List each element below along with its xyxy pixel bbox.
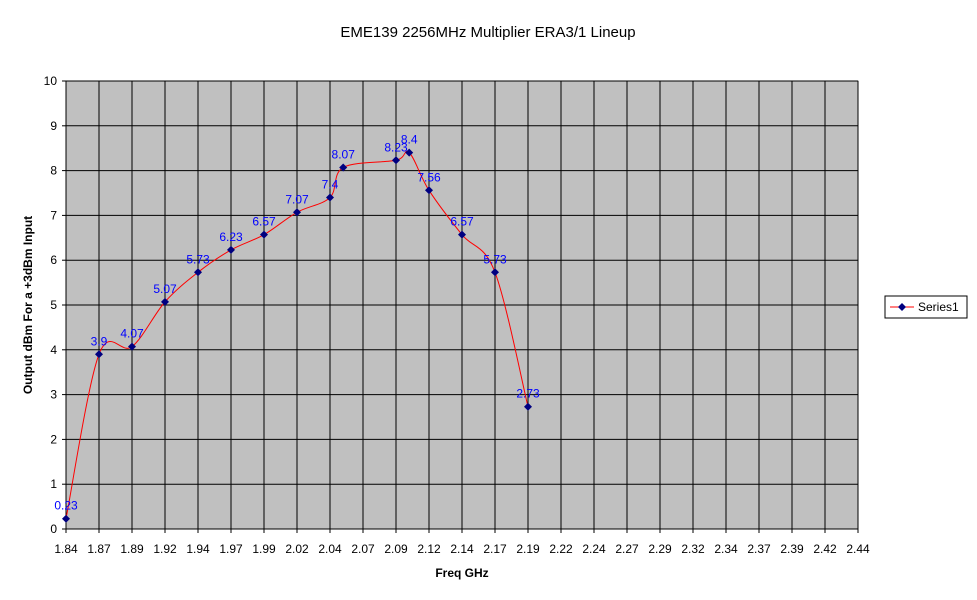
x-tick-label: 2.29 [648, 542, 672, 556]
y-tick-label: 5 [50, 298, 57, 312]
y-tick-label: 8 [50, 164, 57, 178]
x-axis-ticks: 1.84 1.87 1.89 1.92 1.94 1.97 1.99 2.02 2.04 2.07… [54, 528, 870, 556]
x-tick-label: 2.07 [351, 542, 375, 556]
x-tick-label: 2.44 [846, 542, 870, 556]
y-axis-title: Output dBm For a +3dBm Input [21, 216, 35, 394]
data-label: 7.07 [285, 192, 309, 206]
data-label: 6.23 [219, 230, 243, 244]
data-markers [62, 148, 532, 523]
y-tick-label: 6 [50, 253, 57, 267]
data-point [425, 186, 433, 195]
x-tick-label: 2.09 [384, 542, 408, 556]
x-tick-label: 2.04 [318, 542, 342, 556]
data-point [194, 268, 202, 277]
y-tick-label: 7 [50, 208, 57, 222]
data-point [524, 402, 532, 411]
x-axis-title: Freq GHz [435, 566, 488, 580]
data-point [392, 156, 400, 165]
x-tick-label: 1.97 [219, 542, 243, 556]
data-label: 5.73 [483, 252, 507, 266]
y-tick-label: 10 [44, 74, 58, 88]
x-tick-label: 2.32 [681, 542, 705, 556]
x-tick-label: 2.17 [483, 542, 507, 556]
y-tick-label: 2 [50, 432, 57, 446]
x-tick-label: 2.27 [615, 542, 639, 556]
x-tick-label: 2.02 [285, 542, 309, 556]
y-tick-label: 9 [50, 119, 57, 133]
x-tick-label: 1.99 [252, 542, 276, 556]
legend-box [884, 295, 968, 319]
x-tick-label: 1.89 [120, 542, 144, 556]
data-point [128, 342, 136, 351]
x-tick-label: 2.12 [417, 542, 441, 556]
data-point [161, 297, 169, 306]
x-tick-label: 1.87 [87, 542, 111, 556]
data-point [326, 193, 334, 202]
chart-title: EME139 2256MHz Multiplier ERA3/1 Lineup [340, 24, 635, 41]
data-point [95, 350, 103, 359]
data-point [260, 230, 268, 239]
data-label: 8.07 [332, 147, 356, 161]
data-label: 2.73 [516, 387, 540, 401]
y-tick-label: 0 [50, 522, 57, 536]
data-point [458, 230, 466, 239]
data-labels: 0.23 3.9 4.07 5.07 5.73 6.23 6.57 7.07 7.4 8.07 8.… [54, 133, 540, 513]
data-label: 4.07 [120, 327, 144, 341]
data-label: 5.07 [153, 282, 177, 296]
data-label: 7.4 [322, 177, 339, 191]
x-tick-label: 2.24 [582, 542, 606, 556]
x-tick-label: 1.92 [153, 542, 177, 556]
data-label: 6.57 [450, 215, 474, 229]
data-point [405, 148, 414, 157]
data-point [491, 268, 499, 277]
x-tick-label: 2.19 [516, 542, 540, 556]
data-label: 8.4 [401, 133, 418, 147]
x-tick-label: 1.84 [54, 542, 78, 556]
x-tick-label: 1.94 [186, 542, 210, 556]
data-point [227, 245, 235, 254]
legend-marker-swatch [898, 303, 906, 311]
data-point [293, 208, 301, 217]
legend-label: Series1 [918, 300, 959, 314]
x-tick-label: 2.37 [747, 542, 771, 556]
legend: Series1 [884, 295, 968, 319]
y-tick-label: 1 [50, 477, 57, 491]
x-tick-label: 2.22 [549, 542, 573, 556]
x-tick-label: 2.34 [714, 542, 738, 556]
y-axis-ticks: 0 1 2 3 4 5 6 7 8 9 10 [44, 74, 67, 536]
data-label: 7.56 [417, 170, 441, 184]
y-tick-label: 4 [50, 343, 57, 357]
data-point [62, 514, 70, 523]
x-tick-label: 2.14 [450, 542, 474, 556]
x-tick-label: 2.42 [813, 542, 837, 556]
y-tick-label: 3 [50, 388, 57, 402]
x-tick-label: 2.39 [780, 542, 804, 556]
data-label: 6.57 [252, 215, 276, 229]
data-point [339, 163, 348, 172]
data-label: 5.73 [186, 252, 210, 266]
data-label: 3.9 [91, 334, 108, 348]
data-label: 0.23 [54, 499, 78, 513]
data-label: 8.23 [384, 140, 408, 154]
